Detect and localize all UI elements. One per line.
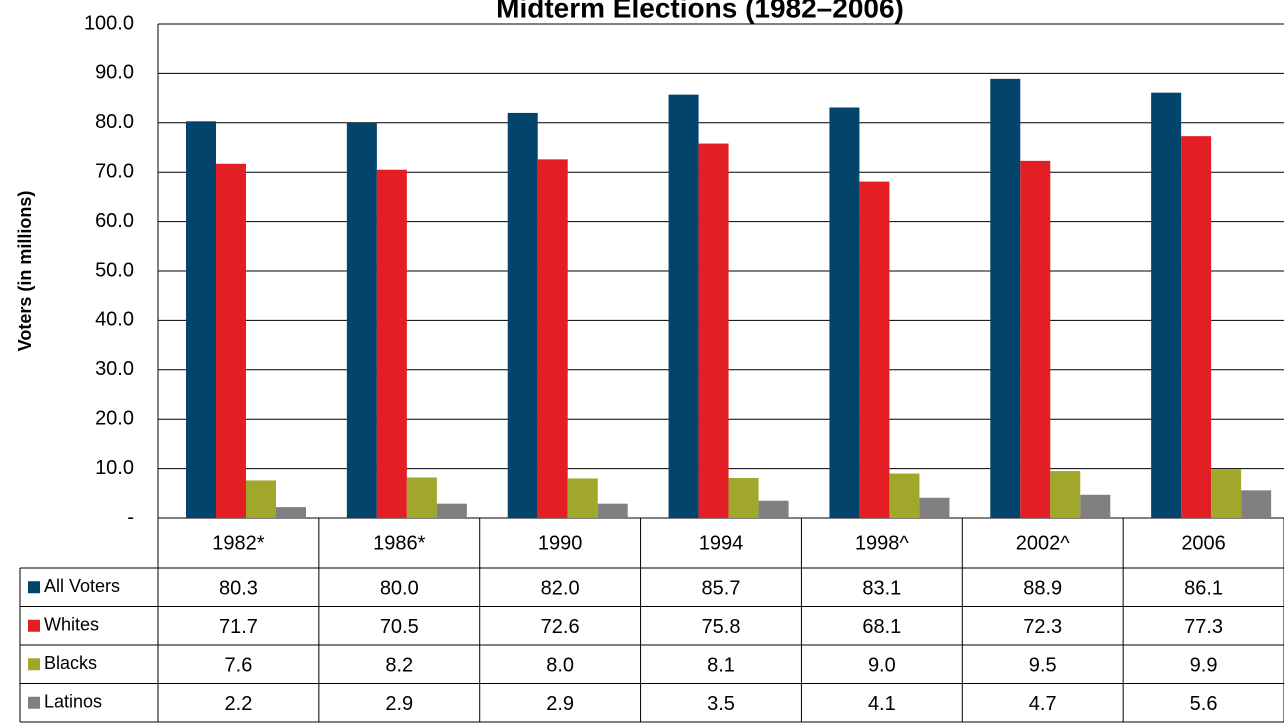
legend-label: Whites: [44, 615, 99, 635]
bar: [1181, 136, 1212, 518]
table-cell: 4.1: [868, 693, 896, 715]
legend-swatch: [28, 696, 40, 709]
table-cell: 2.2: [225, 693, 253, 715]
bar: [829, 107, 860, 519]
bar: [1020, 160, 1051, 518]
table-cell: 83.1: [862, 578, 901, 600]
y-tick-label: 60.0: [95, 210, 134, 232]
x-tick-label: 1986*: [373, 532, 425, 554]
table-cell: 4.7: [1029, 693, 1057, 715]
bar: [889, 473, 920, 518]
bar: [859, 181, 890, 518]
y-tick-label: 10.0: [95, 457, 134, 479]
bar: [1151, 92, 1182, 518]
x-tick-label: 1990: [538, 532, 583, 554]
bar: [990, 78, 1021, 519]
table-cell: 77.3: [1184, 616, 1223, 638]
table-cell: 82.0: [541, 578, 580, 600]
x-tick-label: 1998^: [855, 532, 909, 554]
table-cell: 5.6: [1190, 693, 1218, 715]
table-cell: 80.0: [380, 578, 419, 600]
bar: [758, 500, 789, 518]
table-cell: 72.6: [541, 616, 580, 638]
table-cell: 88.9: [1023, 578, 1062, 600]
table-cell: 9.5: [1029, 655, 1057, 677]
legend-label: All Voters: [44, 576, 120, 596]
y-tick-label: 50.0: [95, 259, 134, 281]
table-cell: 70.5: [380, 616, 419, 638]
table-cell: 2.9: [546, 693, 574, 715]
table-cell: 72.3: [1023, 616, 1062, 638]
table-cell: 2.9: [385, 693, 413, 715]
legend-label: Latinos: [44, 692, 102, 712]
bar: [216, 163, 246, 518]
y-tick-label: 70.0: [95, 160, 134, 182]
bar: [1080, 494, 1111, 518]
y-axis-label: Voters (in millions): [15, 191, 35, 352]
bar: [668, 94, 699, 518]
x-tick-label: 2006: [1181, 532, 1226, 554]
y-tick-label: 20.0: [95, 407, 134, 429]
table-cell: 75.8: [702, 616, 741, 638]
bar: [537, 159, 568, 518]
table-cell: 7.6: [225, 655, 253, 677]
legend-swatch: [28, 581, 40, 594]
bar: [1211, 469, 1242, 518]
y-tick-label: 30.0: [95, 358, 134, 380]
table-cell: 68.1: [862, 616, 901, 638]
legend-label: Blacks: [44, 653, 97, 673]
table-cell: 8.2: [385, 655, 413, 677]
bar: [1241, 490, 1272, 518]
bar: [246, 480, 276, 518]
table-cell: 8.1: [707, 655, 735, 677]
table-cell: 9.9: [1190, 655, 1218, 677]
bar: [1050, 471, 1081, 518]
x-tick-label: 2002^: [1016, 532, 1070, 554]
y-tick-label: 90.0: [95, 62, 134, 84]
bar: [919, 497, 950, 518]
table-cell: 85.7: [702, 578, 741, 600]
bar: [597, 503, 628, 518]
bar: [507, 112, 538, 519]
y-tick-label: -: [127, 506, 134, 528]
x-tick-label: 1982*: [212, 532, 264, 554]
bar: [186, 121, 216, 519]
table-cell: 71.7: [219, 616, 258, 638]
y-tick-label: 100.0: [84, 12, 134, 34]
legend-swatch: [28, 658, 40, 671]
table-cell: 9.0: [868, 655, 896, 677]
table-cell: 80.3: [219, 578, 258, 600]
bar: [567, 478, 598, 518]
x-tick-label: 1994: [699, 532, 744, 554]
bar: [376, 169, 407, 519]
table-cell: 86.1: [1184, 578, 1223, 600]
bar: [436, 503, 467, 518]
bar: [276, 507, 306, 518]
y-tick-label: 80.0: [95, 111, 134, 133]
y-tick-label: 40.0: [95, 309, 134, 331]
bar: [406, 477, 437, 518]
table-cell: 8.0: [546, 655, 574, 677]
table-cell: 3.5: [707, 693, 735, 715]
bar: [698, 143, 729, 518]
legend-swatch: [28, 619, 40, 632]
bar: [346, 122, 377, 519]
bar: [728, 477, 759, 518]
chart-title: Midterm Elections (1982–2006): [496, 0, 904, 23]
